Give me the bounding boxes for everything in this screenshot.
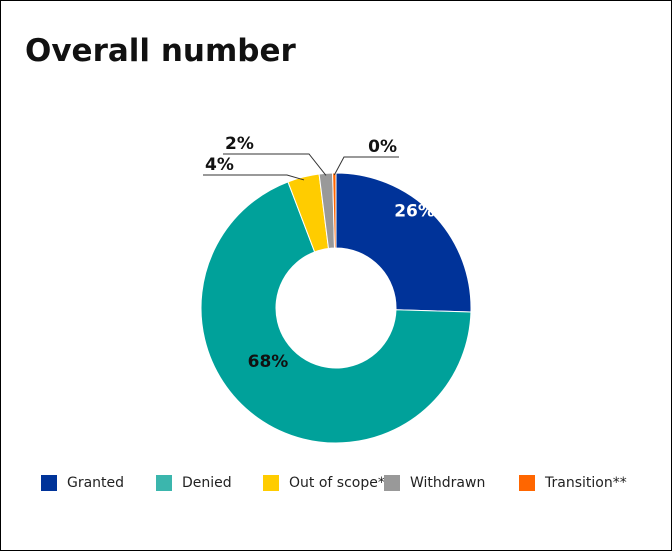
legend-swatch xyxy=(263,475,279,491)
legend-swatch xyxy=(519,475,535,491)
legend-label: Out of scope* xyxy=(289,475,385,491)
legend-item-denied: Denied xyxy=(156,471,232,495)
legend-label: Withdrawn xyxy=(410,475,486,491)
legend-swatch xyxy=(156,475,172,491)
chart-title: Overall number xyxy=(25,33,296,69)
legend-label: Granted xyxy=(67,475,125,491)
data-label-withdrawn: 2% xyxy=(225,134,254,154)
legend-item-withdrawn: Withdrawn xyxy=(384,471,485,495)
legend-swatch xyxy=(384,475,400,491)
legend-item-transition: Transition** xyxy=(519,471,627,495)
slice-granted xyxy=(335,172,472,313)
slice-transition xyxy=(332,172,337,249)
legend-label: Denied xyxy=(182,475,232,491)
data-label-out-of-scope: 4% xyxy=(205,155,234,175)
data-label-granted: 26% xyxy=(394,202,435,222)
leader-line-out-of-scope xyxy=(203,174,305,181)
leader-line-transition xyxy=(333,156,399,176)
slice-denied xyxy=(200,181,472,444)
legend-label: Transition** xyxy=(545,475,627,491)
legend-item-granted: Granted xyxy=(41,471,124,495)
legend-item-out-of-scope: Out of scope* xyxy=(263,471,385,495)
data-label-transition: 0% xyxy=(368,137,397,157)
legend: Granted Denied Out of scope* Withdrawn Trans… xyxy=(1,471,671,495)
legend-swatch xyxy=(41,475,57,491)
leader-line-withdrawn xyxy=(223,153,327,176)
data-label-denied: 68% xyxy=(248,352,289,372)
